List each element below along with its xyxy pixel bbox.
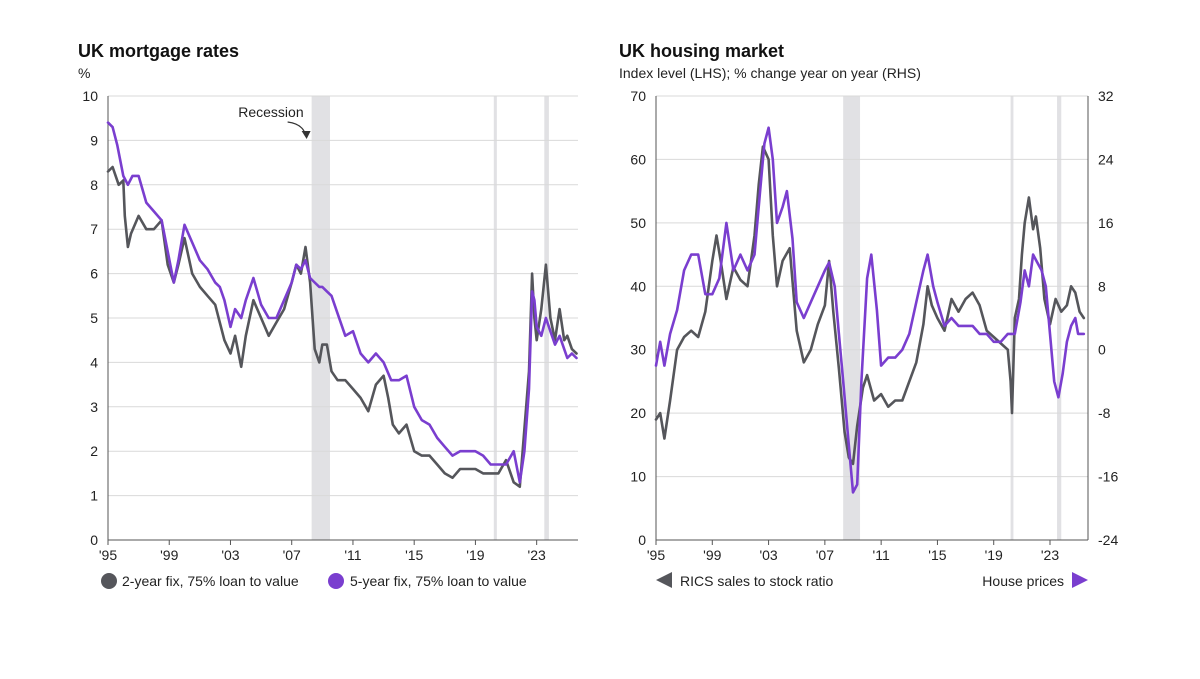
x-tick-label: '95	[647, 547, 665, 563]
legend-label-2yr: 2-year fix, 75% loan to value	[122, 573, 299, 589]
right-chart: 0 10 20 30 40 50 60 70 -24 -16 -8 0 8 16 24 32 '95 '99 '03…	[630, 88, 1118, 563]
x-tick-label: '99	[703, 547, 721, 563]
y-tick-label-left: 4	[90, 354, 98, 370]
right-legend: RICS sales to stock ratio House prices	[656, 572, 1088, 589]
left-y-axis-label: %	[78, 65, 90, 81]
legend-marker-5yr	[328, 573, 344, 589]
annotation-arrow	[287, 121, 307, 137]
series-line-1-1	[654, 126, 1086, 494]
y-tick-label-left: 60	[630, 151, 646, 167]
y-tick-label-left: 8	[90, 177, 98, 193]
y-tick-label-left: 10	[82, 88, 98, 104]
y-tick-label-left: 70	[630, 88, 646, 104]
y-tick-label-left: 9	[90, 132, 98, 148]
y-tick-label-right: -16	[1098, 469, 1118, 485]
recession-band-2	[1057, 96, 1062, 540]
y-tick-label-left: 3	[90, 399, 98, 415]
x-tick-label: '15	[928, 547, 946, 563]
y-tick-label-left: 30	[630, 342, 646, 358]
legend-label-house-prices: House prices	[982, 573, 1064, 589]
x-tick-label: '11	[873, 547, 890, 563]
legend-label-rics: RICS sales to stock ratio	[680, 573, 833, 589]
recession-band-1	[1010, 96, 1014, 540]
legend-label-5yr: 5-year fix, 75% loan to value	[350, 573, 527, 589]
right-axis-arrow-icon	[1072, 572, 1088, 588]
x-tick-label: '11	[344, 547, 361, 563]
y-tick-label-left: 5	[90, 310, 98, 326]
y-tick-label-left: 10	[630, 469, 646, 485]
left-legend: 2-year fix, 75% loan to value 5-year fix…	[101, 573, 527, 589]
x-tick-label: '03	[759, 547, 777, 563]
x-tick-label: '07	[816, 547, 834, 563]
left-axis-arrow-icon	[656, 572, 672, 588]
left-chart: 0 1 2 3 4 5 6 7 8 9 10 '95 '99 '03 '07 '11 '15 '19 '23 Rece…	[82, 88, 578, 563]
y-tick-label-right: 24	[1098, 151, 1114, 167]
annotation-arrowhead-icon	[301, 131, 311, 139]
series-line-1-0	[654, 145, 1086, 466]
y-tick-label-left: 0	[90, 532, 98, 548]
y-tick-label-right: -24	[1098, 532, 1118, 548]
x-tick-label: '23	[1041, 547, 1059, 563]
x-tick-label: '23	[528, 547, 546, 563]
y-tick-label-right: 32	[1098, 88, 1114, 104]
y-tick-label-right: 8	[1098, 278, 1106, 294]
x-tick-label: '19	[985, 547, 1003, 563]
y-tick-label-left: 1	[90, 488, 98, 504]
y-tick-label-left: 6	[90, 266, 98, 282]
recession-annotation: Recession	[238, 104, 303, 120]
right-chart-title: UK housing market	[619, 41, 784, 61]
left-chart-title: UK mortgage rates	[78, 41, 239, 61]
y-tick-label-right: -8	[1098, 405, 1111, 421]
y-tick-label-right: 0	[1098, 342, 1106, 358]
x-tick-label: '07	[283, 547, 301, 563]
y-tick-label-left: 0	[638, 532, 646, 548]
y-tick-label-left: 7	[90, 221, 98, 237]
y-tick-label-left: 40	[630, 278, 646, 294]
x-tick-label: '19	[466, 547, 484, 563]
y-tick-label-left: 20	[630, 405, 646, 421]
y-tick-label-left: 2	[90, 443, 98, 459]
x-tick-label: '99	[160, 547, 178, 563]
x-tick-label: '95	[99, 547, 117, 563]
x-tick-label: '03	[221, 547, 239, 563]
x-tick-label: '15	[405, 547, 423, 563]
y-tick-label-left: 50	[630, 215, 646, 231]
series-line-0-1	[106, 121, 578, 484]
legend-marker-2yr	[101, 573, 117, 589]
y-tick-label-right: 16	[1098, 215, 1114, 231]
right-chart-subtitle: Index level (LHS); % change year on year…	[619, 65, 921, 81]
